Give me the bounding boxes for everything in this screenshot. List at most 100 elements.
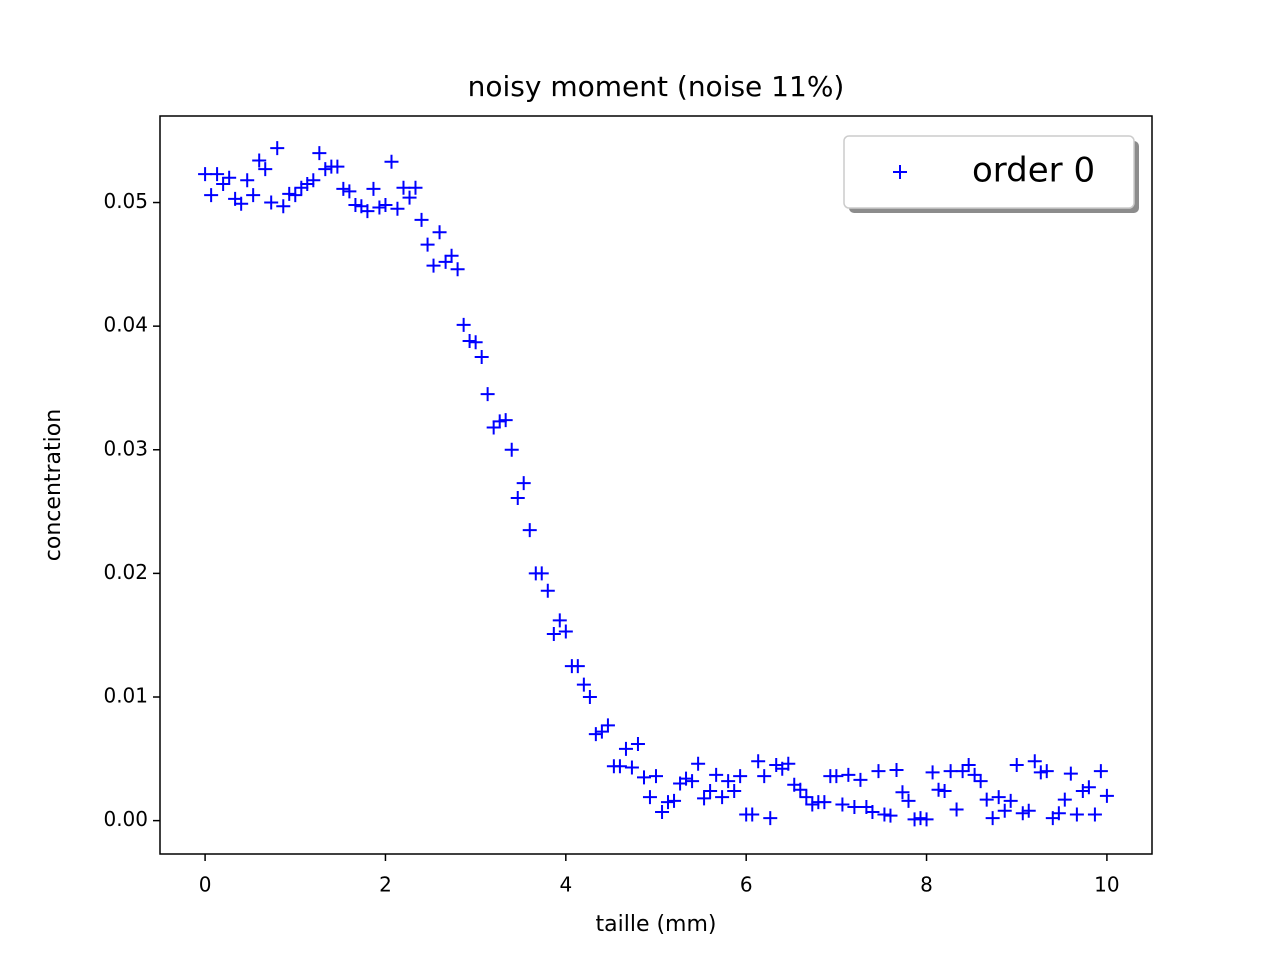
x-tick-label: 2 (379, 873, 392, 897)
data-point (895, 785, 910, 800)
data-point (306, 173, 321, 188)
data-point (456, 317, 471, 332)
data-point (763, 811, 778, 826)
data-point (594, 724, 609, 739)
data-point (829, 769, 844, 784)
data-point (576, 677, 591, 692)
data-point (414, 212, 429, 227)
data-point (360, 204, 375, 219)
data-point (444, 248, 459, 263)
data-point (931, 782, 946, 797)
plot-frame (159, 115, 1153, 855)
data-point (258, 162, 273, 177)
data-point (871, 764, 886, 779)
data-point (222, 170, 237, 185)
data-point (1021, 803, 1036, 818)
data-point (1081, 780, 1096, 795)
data-point (432, 225, 447, 240)
legend-marker (893, 165, 907, 179)
data-point (1093, 764, 1108, 779)
data-point (336, 181, 351, 196)
data-point (1063, 766, 1078, 781)
data-point (655, 804, 670, 819)
data-point (474, 350, 489, 365)
data-point (667, 793, 682, 808)
x-tick-label: 10 (1094, 873, 1119, 897)
data-point (600, 718, 615, 733)
data-point (342, 184, 357, 199)
y-tick-label: 0.04 (103, 313, 148, 337)
y-tick-label: 0.00 (103, 807, 148, 831)
data-point (546, 626, 561, 641)
data-point (733, 769, 748, 784)
data-point (384, 154, 399, 169)
data-point (913, 811, 928, 826)
y-axis-label: concentration (41, 409, 66, 561)
data-point (204, 188, 219, 203)
data-point (216, 176, 231, 191)
data-point (402, 190, 417, 205)
data-point (1051, 806, 1066, 821)
data-point (246, 188, 261, 203)
data-point (865, 804, 880, 819)
data-point (612, 759, 627, 774)
data-point (522, 523, 537, 538)
data-point (372, 200, 387, 215)
data-point (949, 802, 964, 817)
data-point (907, 812, 922, 827)
data-point (282, 186, 297, 201)
data-point (715, 790, 730, 805)
data-point (955, 764, 970, 779)
data-point (943, 764, 958, 779)
data-point (709, 767, 724, 782)
data-point (877, 807, 892, 822)
data-point (685, 774, 700, 789)
data-point (642, 790, 657, 805)
data-point (691, 756, 706, 771)
data-point (312, 146, 327, 161)
data-point (979, 792, 994, 807)
legend-label: order 0 (972, 151, 1095, 191)
data-point (1027, 754, 1042, 769)
data-point (925, 765, 940, 780)
data-point (450, 262, 465, 277)
data-point (781, 756, 796, 771)
data-point (847, 800, 862, 815)
data-point (618, 741, 633, 756)
data-point (985, 811, 1000, 826)
legend-box (843, 135, 1135, 209)
y-tick-label: 0.03 (103, 436, 148, 460)
data-point (480, 387, 495, 402)
data-point (679, 771, 694, 786)
data-point (234, 196, 249, 211)
data-point (408, 180, 423, 195)
y-tick-label: 0.01 (103, 684, 148, 708)
data-point (1099, 788, 1114, 803)
chart-title: noisy moment (noise 11%) (468, 70, 845, 103)
data-point (703, 783, 718, 798)
data-point (264, 195, 279, 210)
x-tick-label: 8 (920, 873, 933, 897)
data-point (793, 782, 808, 797)
data-point (288, 188, 303, 203)
data-point (486, 420, 501, 435)
data-point (426, 258, 441, 273)
data-point (889, 762, 904, 777)
data-point (727, 783, 742, 798)
data-point (817, 795, 832, 810)
data-point (396, 180, 411, 195)
data-point (1087, 807, 1102, 822)
data-point (637, 770, 652, 785)
data-point (240, 173, 255, 188)
data-point (534, 566, 549, 581)
data-point (997, 803, 1012, 818)
data-point (438, 254, 453, 269)
data-point (697, 791, 712, 806)
data-point (348, 198, 363, 213)
data-point (558, 624, 573, 639)
data-point (582, 690, 597, 705)
data-point (1003, 793, 1018, 808)
data-point (1009, 757, 1024, 772)
data-point (799, 790, 814, 805)
